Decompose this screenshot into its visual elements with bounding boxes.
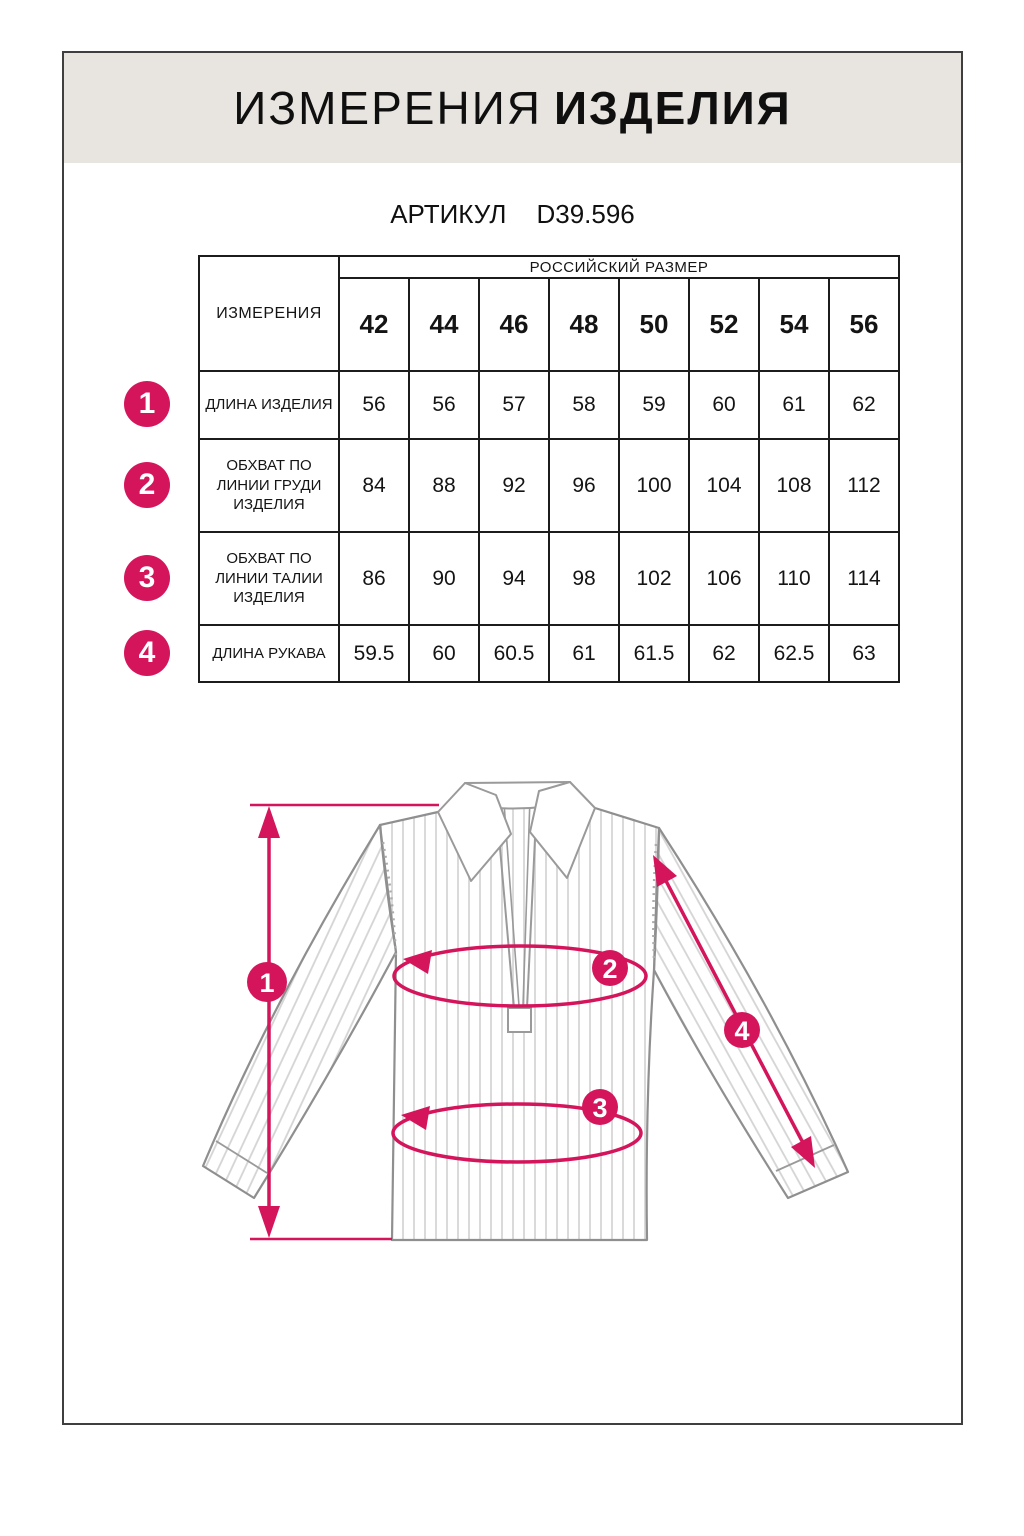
measurement-value-cell: 92	[478, 438, 550, 533]
measurement-value-cell: 62	[688, 624, 760, 683]
waist-girth-ellipse	[391, 1102, 643, 1164]
measurement-value-cell: 63	[828, 624, 900, 683]
size-col-header: 42	[338, 277, 410, 372]
measurement-row-label: ДЛИНА ИЗДЕЛИЯ	[198, 370, 340, 440]
measurement-row: ДЛИНА ИЗДЕЛИЯ 56 56 57 58 59 60 61 62	[198, 370, 900, 440]
diagram-badge-2-label: 2	[602, 954, 617, 984]
length-arrowhead-down	[258, 1206, 280, 1238]
measurement-value-cell: 59	[618, 370, 690, 440]
measurement-value-cell: 106	[688, 531, 760, 626]
measurement-value-cell: 90	[408, 531, 480, 626]
measurement-value-cell: 96	[548, 438, 620, 533]
diagram-badge-1-label: 1	[259, 968, 274, 998]
size-group-header-cell: РОССИЙСКИЙ РАЗМЕР	[338, 255, 900, 279]
measurement-value-cell: 114	[828, 531, 900, 626]
measurement-value-cell: 62.5	[758, 624, 830, 683]
measurement-value-cell: 56	[408, 370, 480, 440]
spec-sheet: ИЗМЕРЕНИЯ ИЗДЕЛИЯ АРТИКУЛ D39.596 ИЗМЕРЕНИ…	[62, 51, 963, 1425]
measurement-value-cell: 59.5	[338, 624, 410, 683]
collar-right-lapel	[529, 781, 596, 879]
measurement-row-label: ДЛИНА РУКАВА	[198, 624, 340, 683]
measurement-value-cell: 94	[478, 531, 550, 626]
measurement-value-cell: 62	[828, 370, 900, 440]
measurement-row: ОБХВАТ ПО ЛИНИИ ГРУДИ ИЗДЕЛИЯ 84 88 92 96 100…	[198, 438, 900, 533]
measurements-header-cell: ИЗМЕРЕНИЯ	[198, 255, 340, 372]
sleeve-arrowhead-down	[791, 1136, 815, 1168]
measurement-value-cell: 57	[478, 370, 550, 440]
left-cuff-seam	[215, 1140, 268, 1174]
size-col-header: 52	[688, 277, 760, 372]
diagram-badge-3-label: 3	[592, 1093, 607, 1123]
title-word-bold: ИЗДЕЛИЯ	[553, 82, 792, 134]
collar-left-lapel	[437, 782, 512, 882]
measurement-value-cell: 61.5	[618, 624, 690, 683]
measurement-row: ОБХВАТ ПО ЛИНИИ ТАЛИИ ИЗДЕЛИЯ 86 90 94 98 102…	[198, 531, 900, 626]
measurement-value-cell: 61	[758, 370, 830, 440]
article-line: АРТИКУЛ D39.596	[64, 199, 961, 230]
row-number-badge: 3	[124, 555, 170, 601]
placket-tab	[507, 1007, 532, 1033]
measurement-row-label: ОБХВАТ ПО ЛИНИИ ГРУДИ ИЗДЕЛИЯ	[198, 438, 340, 533]
measurement-value-cell: 60	[688, 370, 760, 440]
left-sleeve	[201, 823, 398, 1200]
right-sleeve	[652, 826, 850, 1200]
placket-right-inner-line	[522, 797, 531, 1007]
sleeve-arrowhead-up	[653, 855, 677, 887]
measurement-value-cell: 60	[408, 624, 480, 683]
size-table: ИЗМЕРЕНИЯ РОССИЙСКИЙ РАЗМЕР 42 44 46 48 50 52…	[198, 255, 900, 683]
row-number-badge: 4	[124, 630, 170, 676]
left-armhole-seam	[381, 841, 398, 961]
diagram-badge-1	[247, 962, 287, 1002]
article-value: D39.596	[536, 199, 635, 229]
measurement-value-cell: 58	[548, 370, 620, 440]
size-col-header: 56	[828, 277, 900, 372]
diagram-badge-4-label: 4	[734, 1016, 749, 1046]
chest-girth-ellipse	[392, 944, 648, 1008]
chest-arrowhead	[403, 950, 432, 974]
size-col-header: 46	[478, 277, 550, 372]
measurement-value-cell: 84	[338, 438, 410, 533]
measurement-value-cell: 61	[548, 624, 620, 683]
measurement-value-cell: 100	[618, 438, 690, 533]
measurement-value-cell: 102	[618, 531, 690, 626]
measurement-value-cell: 98	[548, 531, 620, 626]
size-col-header: 44	[408, 277, 480, 372]
title-band: ИЗМЕРЕНИЯ ИЗДЕЛИЯ	[64, 53, 961, 163]
measurement-value-cell: 108	[758, 438, 830, 533]
measurement-value-cell: 86	[338, 531, 410, 626]
row-number-badge: 1	[124, 381, 170, 427]
size-col-header: 54	[758, 277, 830, 372]
measurement-value-cell: 88	[408, 438, 480, 533]
measurement-value-cell: 56	[338, 370, 410, 440]
size-col-header: 48	[548, 277, 620, 372]
size-group-row: ИЗМЕРЕНИЯ РОССИЙСКИЙ РАЗМЕР	[198, 255, 900, 372]
length-arrowhead-up	[258, 806, 280, 838]
measurement-row: ДЛИНА РУКАВА 59.5 60 60.5 61 61.5 62 62.5 63	[198, 624, 900, 683]
measurement-value-cell: 110	[758, 531, 830, 626]
row-number-badge: 2	[124, 462, 170, 508]
diagram-badge-3	[582, 1089, 618, 1125]
title-word-regular: ИЗМЕРЕНИЯ	[233, 82, 542, 134]
sleeve-arrow-line	[663, 878, 805, 1144]
size-col-header: 50	[618, 277, 690, 372]
diagram-badge-2	[592, 950, 628, 986]
measurement-value-cell: 112	[828, 438, 900, 533]
diagram-badge-4	[724, 1012, 760, 1048]
measurement-value-cell: 104	[688, 438, 760, 533]
article-label: АРТИКУЛ	[390, 199, 507, 229]
measurement-value-cell: 60.5	[478, 624, 550, 683]
page-title: ИЗМЕРЕНИЯ ИЗДЕЛИЯ	[233, 81, 791, 135]
waist-arrowhead	[401, 1106, 430, 1130]
measurement-row-label: ОБХВАТ ПО ЛИНИИ ТАЛИИ ИЗДЕЛИЯ	[198, 531, 340, 626]
size-header-row: 42 44 46 48 50 52 54 56	[199, 277, 900, 372]
garment-measure-diagram: 1 2 3 4	[201, 781, 850, 1242]
